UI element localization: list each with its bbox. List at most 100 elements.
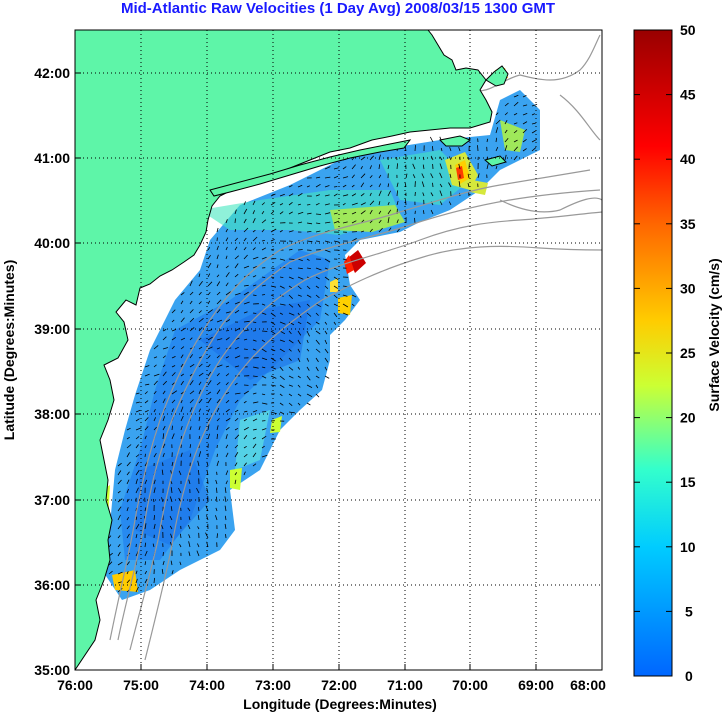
velocity-vector <box>243 265 250 269</box>
velocity-vector <box>324 312 329 316</box>
velocity-vector <box>243 237 247 242</box>
velocity-vector <box>288 285 293 289</box>
velocity-vector <box>225 272 230 278</box>
velocity-vector <box>412 174 416 179</box>
velocity-vector <box>288 393 293 397</box>
velocity-vector <box>324 258 331 263</box>
velocity-vector <box>430 209 434 215</box>
velocity-vector <box>117 462 122 467</box>
velocity-vector <box>216 389 221 395</box>
velocity-vector <box>504 154 507 161</box>
velocity-vector <box>207 397 212 404</box>
velocity-vector <box>189 327 195 332</box>
velocity-vector <box>513 113 518 116</box>
velocity-vector <box>396 200 399 206</box>
velocity-vector <box>135 516 138 521</box>
velocity-vector <box>315 348 321 353</box>
velocity-vector <box>126 579 131 584</box>
velocity-vector <box>297 285 302 290</box>
velocity-vector <box>252 339 257 342</box>
velocity-vector <box>342 303 349 308</box>
velocity-vector <box>189 280 193 287</box>
velocity-vector <box>288 258 295 260</box>
velocity-vector <box>243 227 249 233</box>
velocity-vector <box>188 541 191 548</box>
velocity-vector <box>288 201 293 206</box>
velocity-vector <box>171 345 175 350</box>
lon-tick-label: 69:00 <box>518 677 554 693</box>
velocity-vector <box>243 338 248 341</box>
velocity-vector <box>252 256 259 260</box>
velocity-vector <box>126 533 130 539</box>
velocity-vector <box>216 425 219 431</box>
velocity-vector <box>144 523 147 530</box>
velocity-vector <box>360 193 365 197</box>
velocity-vector <box>180 346 185 350</box>
velocity-vector <box>261 357 268 361</box>
velocity-vector <box>458 146 461 152</box>
velocity-vector <box>162 390 166 395</box>
velocity-vector <box>324 249 331 253</box>
velocity-vector <box>324 366 328 371</box>
velocity-vector <box>144 453 146 458</box>
velocity-vector <box>207 309 213 314</box>
velocity-vector <box>261 330 268 332</box>
velocity-vector <box>342 213 347 215</box>
velocity-vector <box>207 336 213 341</box>
velocity-vectors <box>108 94 538 593</box>
velocity-vector <box>261 247 267 251</box>
velocity-vector <box>270 248 275 251</box>
velocity-vector <box>234 392 241 395</box>
velocity-vector <box>342 202 346 206</box>
velocity-vector <box>306 384 313 388</box>
colorbar-tick-label: 50 <box>680 22 696 38</box>
velocity-vector <box>513 94 519 98</box>
coastline-land <box>75 30 509 670</box>
velocity-vector <box>234 237 238 242</box>
velocity-vector <box>324 330 328 335</box>
velocity-vector <box>396 163 398 170</box>
velocity-vector <box>342 184 347 188</box>
velocity-vector <box>243 434 248 440</box>
velocity-vector <box>180 415 184 422</box>
velocity-vector <box>495 165 498 170</box>
velocity-vector <box>531 130 536 134</box>
lat-tick-label: 42:00 <box>34 65 70 81</box>
velocity-vector <box>189 453 192 458</box>
velocity-vector <box>243 445 247 449</box>
velocity-vector <box>216 319 223 323</box>
velocity-vector <box>342 176 349 179</box>
velocity-vector <box>297 249 303 251</box>
velocity-vector <box>333 294 338 299</box>
velocity-vector <box>135 578 138 584</box>
velocity-vector <box>179 543 182 548</box>
velocity-vector <box>261 402 268 405</box>
velocity-vector <box>369 228 373 233</box>
velocity-vector <box>153 356 158 359</box>
velocity-vector <box>179 561 182 566</box>
velocity-vector <box>153 345 159 350</box>
velocity-vector <box>171 433 175 440</box>
velocity-vector <box>324 303 329 307</box>
velocity-vector <box>180 300 184 305</box>
velocity-vector <box>207 329 213 332</box>
velocity-vector <box>270 239 275 242</box>
velocity-vector <box>270 330 276 335</box>
velocity-vector <box>288 375 294 379</box>
velocity-vector <box>279 203 284 206</box>
velocity-vector <box>216 299 222 305</box>
velocity-vector <box>297 203 302 206</box>
velocity-vector <box>198 389 202 395</box>
velocity-vector <box>297 375 301 379</box>
velocity-vector <box>135 461 139 467</box>
velocity-vector <box>252 348 257 351</box>
velocity-vector <box>252 392 257 395</box>
velocity-vector <box>198 346 203 350</box>
velocity-vector <box>297 366 301 370</box>
velocity-vector <box>197 514 200 521</box>
velocity-vector <box>198 408 201 413</box>
velocity-vector <box>225 246 228 251</box>
velocity-vector <box>504 112 508 116</box>
velocity-vector <box>439 163 443 170</box>
velocity-vector <box>288 303 294 308</box>
